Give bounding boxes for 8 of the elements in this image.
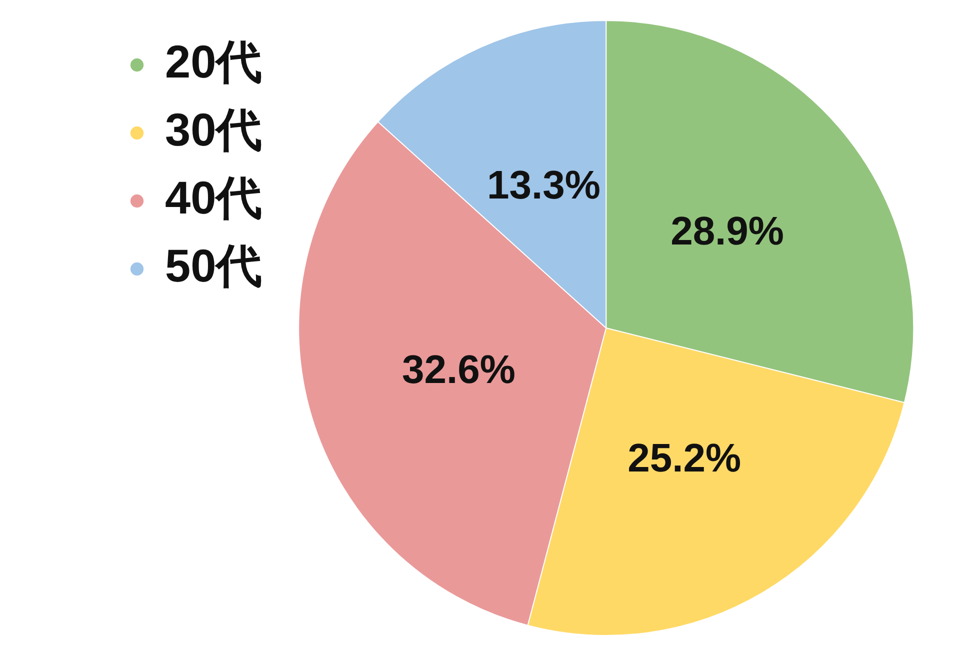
legend-label: 40代 xyxy=(165,172,262,224)
data-label: 28.9% xyxy=(670,209,784,254)
legend-label: 20代 xyxy=(165,36,262,88)
legend-label: 50代 xyxy=(165,240,262,292)
legend-label: 30代 xyxy=(165,104,262,156)
data-label: 32.6% xyxy=(402,348,516,392)
data-label: 25.2% xyxy=(628,436,742,480)
data-label: 13.3% xyxy=(486,164,600,208)
